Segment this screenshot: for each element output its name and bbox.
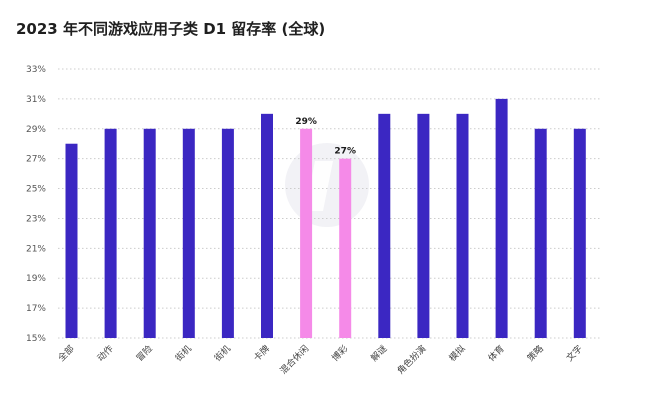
bar-5: [221, 128, 234, 338]
bar-1: [65, 143, 78, 338]
bar-4: [182, 128, 195, 338]
x-tick-label: 解谜: [368, 343, 389, 364]
x-tick-label: 冒险: [134, 343, 155, 364]
x-tick-label: 体育: [485, 343, 506, 364]
data-label: 29%: [295, 117, 317, 127]
y-tick-label: 31%: [26, 95, 46, 105]
x-axis-labels: 全部 动作 冒险 街机 街机 卡牌 混合休闲 博彩 解谜 角色扮演 模拟 体育 策略 文字: [55, 343, 585, 377]
bar-9: [378, 113, 391, 338]
x-tick-label: 博彩: [329, 343, 350, 364]
chart-title: 2023 年不同游戏应用子类 D1 留存率 (全球): [16, 20, 326, 38]
bar-12: [495, 98, 508, 338]
grid-lines: [58, 68, 602, 339]
x-tick-label: 模拟: [446, 343, 467, 364]
y-tick-label: 29%: [26, 125, 46, 135]
bar-11: [456, 113, 469, 338]
data-label: 27%: [334, 147, 356, 157]
bar-13: [534, 128, 547, 338]
bar-2: [104, 128, 117, 338]
bar-6: [261, 113, 273, 338]
data-labels: 29% 27%: [295, 117, 356, 157]
y-tick-label: 23%: [26, 214, 46, 224]
bar-8: [339, 158, 352, 338]
x-tick-label: 角色扮演: [395, 343, 429, 377]
bars: [65, 98, 586, 338]
y-tick-label: 27%: [26, 155, 46, 165]
bar-7: [300, 128, 313, 338]
y-tick-label: 25%: [26, 185, 46, 195]
bar-3: [143, 128, 156, 338]
x-tick-label: 街机: [212, 343, 233, 364]
y-axis-ticks: 15% 17% 19% 21% 23% 25% 27% 29% 31% 33%: [26, 65, 46, 344]
bar-10: [417, 113, 430, 338]
watermark-logo: [285, 143, 369, 227]
x-tick-label: 街机: [173, 343, 194, 364]
x-tick-label: 全部: [55, 343, 76, 364]
x-tick-label: 动作: [94, 343, 115, 364]
x-tick-label: 文字: [564, 343, 585, 364]
x-tick-label: 混合休闲: [277, 343, 311, 377]
bar-14: [573, 128, 586, 338]
y-tick-label: 21%: [26, 244, 46, 254]
y-tick-label: 17%: [26, 304, 46, 314]
y-tick-label: 19%: [26, 274, 46, 284]
x-tick-label: 卡牌: [251, 343, 272, 364]
y-tick-label: 15%: [26, 334, 46, 344]
y-tick-label: 33%: [26, 65, 46, 75]
x-tick-label: 策略: [525, 343, 546, 364]
